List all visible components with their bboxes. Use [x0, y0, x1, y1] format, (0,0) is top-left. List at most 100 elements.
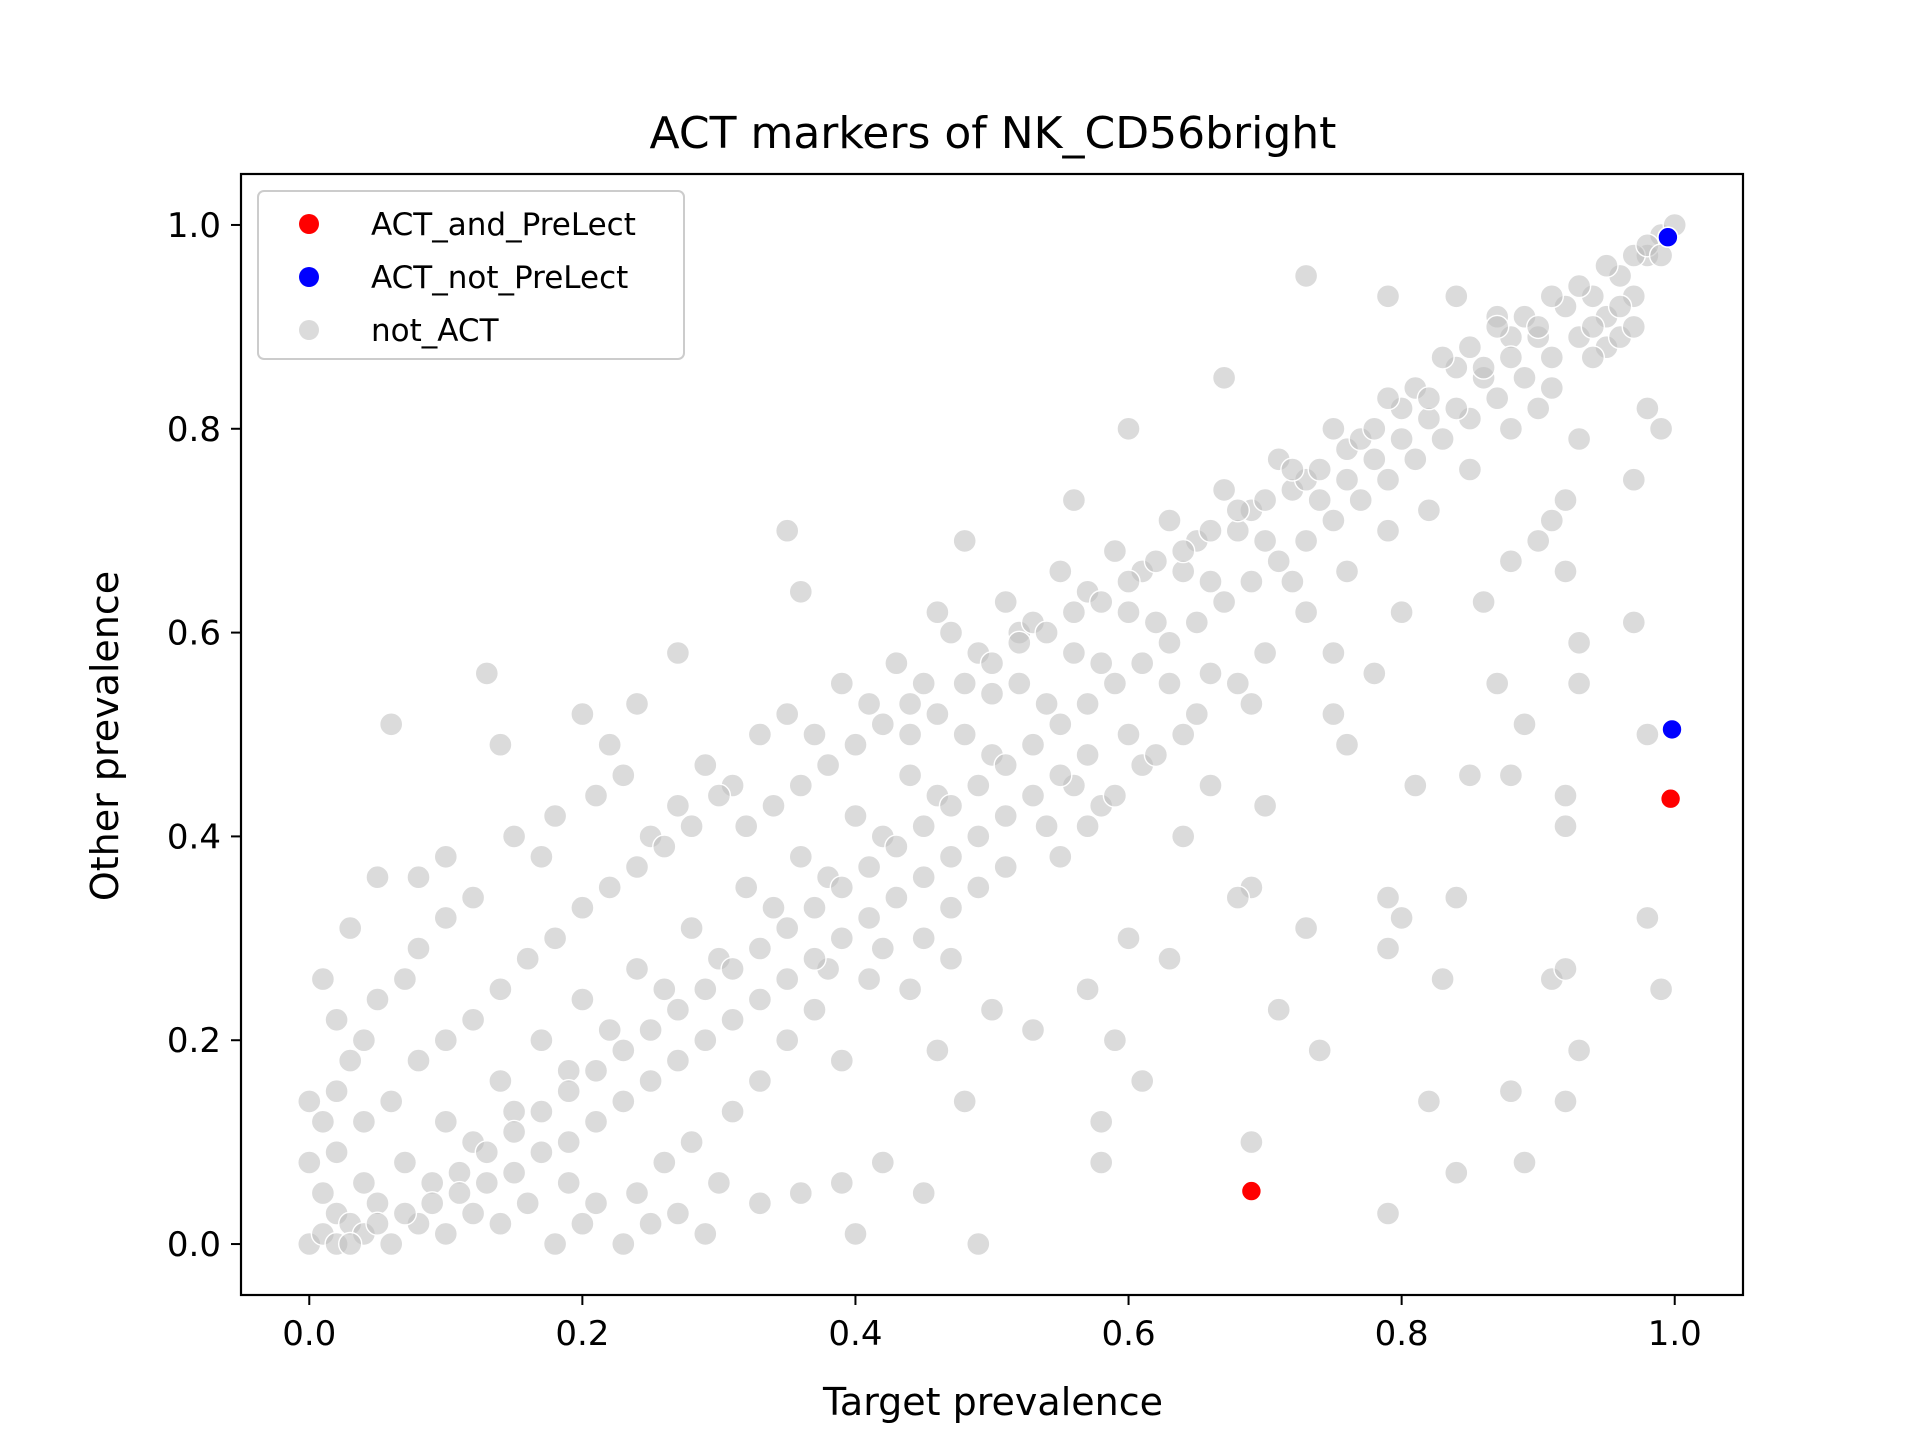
data-point-not_ACT: [501, 1160, 527, 1185]
data-point-not_ACT: [1430, 345, 1455, 370]
data-point-not_ACT: [474, 1140, 499, 1165]
data-point-not_ACT: [1444, 1160, 1469, 1185]
data-point-not_ACT: [351, 1027, 377, 1053]
data-point-not_ACT: [1484, 386, 1510, 411]
data-point-not_ACT: [1280, 569, 1305, 594]
data-point-not_ACT: [1293, 915, 1319, 941]
data-point-not_ACT: [1334, 732, 1360, 757]
data-point-not_ACT: [1539, 508, 1565, 533]
data-point-not_ACT: [952, 1089, 977, 1114]
data-point-not_ACT: [529, 1027, 554, 1053]
data-point-ACT_not_PreLect: [1657, 226, 1679, 248]
data-point-not_ACT: [938, 844, 964, 869]
data-point-not_ACT: [1362, 447, 1387, 472]
data-point-not_ACT: [1566, 671, 1592, 696]
y-axis-label: Other prevalence: [83, 571, 127, 901]
legend-label: ACT_and_PreLect: [371, 207, 636, 243]
data-point-not_ACT: [829, 875, 854, 900]
data-point-not_ACT: [1553, 487, 1578, 513]
y-tick-label: 0.0: [167, 1225, 221, 1265]
data-point-not_ACT: [1512, 1150, 1537, 1175]
data-point-not_ACT: [1321, 701, 1346, 727]
data-point-not_ACT: [775, 966, 800, 992]
data-point-not_ACT: [420, 1170, 445, 1196]
data-point-not_ACT: [611, 1089, 636, 1114]
data-point-not_ACT: [1211, 477, 1237, 503]
data-point-not_ACT: [1553, 783, 1578, 808]
data-point-not_ACT: [1307, 1038, 1332, 1063]
data-point-not_ACT: [474, 1170, 499, 1196]
data-point-not_ACT: [1416, 386, 1442, 411]
data-point-not_ACT: [1635, 905, 1660, 931]
data-point-not_ACT: [542, 803, 568, 829]
data-point-not_ACT: [515, 1191, 540, 1216]
data-point-not_ACT: [611, 1038, 636, 1063]
x-tick-label: 0.8: [1375, 1314, 1429, 1354]
data-point-not_ACT: [379, 712, 404, 737]
plot-points: [297, 212, 1687, 1257]
data-point-not_ACT: [775, 1027, 800, 1053]
data-point-not_ACT: [802, 997, 827, 1022]
data-point-not_ACT: [1457, 457, 1483, 482]
data-point-not_ACT: [1211, 589, 1237, 615]
data-point-not_ACT: [1457, 763, 1483, 788]
data-point-not_ACT: [1157, 946, 1182, 971]
data-point-not_ACT: [542, 926, 568, 951]
data-point-not_ACT: [815, 752, 841, 778]
data-point-ACT_and_PreLect: [1240, 1180, 1263, 1202]
data-point-not_ACT: [829, 1170, 854, 1196]
data-point-not_ACT: [542, 1231, 568, 1257]
data-point-not_ACT: [570, 987, 595, 1012]
data-point-not_ACT: [624, 1180, 650, 1206]
data-point-not_ACT: [802, 946, 827, 971]
data-point-not_ACT: [966, 1231, 991, 1257]
data-point-not_ACT: [1088, 1150, 1114, 1175]
data-point-not_ACT: [1102, 671, 1128, 696]
data-point-not_ACT: [870, 936, 895, 961]
data-point-not_ACT: [310, 966, 336, 992]
data-point-not_ACT: [1061, 640, 1087, 666]
data-point-not_ACT: [556, 1078, 581, 1104]
data-point-not_ACT: [433, 1221, 458, 1247]
data-point-not_ACT: [1539, 375, 1565, 401]
data-point-not_ACT: [583, 1191, 609, 1216]
data-point-not_ACT: [1252, 487, 1278, 513]
data-point-not_ACT: [788, 844, 813, 869]
data-point-not_ACT: [1539, 284, 1565, 309]
data-point-not_ACT: [1075, 742, 1100, 768]
data-point-not_ACT: [938, 793, 964, 818]
data-point-not_ACT: [1566, 426, 1592, 452]
data-point-not_ACT: [706, 1170, 732, 1196]
data-point-not_ACT: [556, 1058, 581, 1084]
data-point-not_ACT: [501, 824, 527, 849]
data-point-not_ACT: [624, 956, 650, 982]
data-point-not_ACT: [788, 1180, 813, 1206]
data-point-not_ACT: [1321, 640, 1346, 666]
data-point-not_ACT: [1211, 365, 1237, 390]
data-point-not_ACT: [365, 1191, 390, 1216]
data-point-not_ACT: [1512, 712, 1537, 737]
data-point-not_ACT: [693, 977, 718, 1002]
data-point-not_ACT: [1184, 610, 1210, 635]
data-point-not_ACT: [1116, 722, 1141, 747]
data-point-not_ACT: [843, 732, 868, 757]
data-point-not_ACT: [1143, 549, 1169, 574]
data-point-not_ACT: [734, 814, 759, 839]
data-point-not_ACT: [1102, 1027, 1128, 1053]
data-point-not_ACT: [652, 1150, 677, 1175]
data-point-not_ACT: [556, 1170, 581, 1196]
data-point-not_ACT: [1048, 559, 1073, 584]
data-point-not_ACT: [310, 1109, 336, 1135]
data-point-not_ACT: [952, 722, 977, 747]
data-point-not_ACT: [1607, 294, 1633, 319]
data-point-not_ACT: [856, 691, 882, 717]
data-point-not_ACT: [911, 865, 936, 890]
data-point-not_ACT: [351, 1170, 377, 1196]
data-point-not_ACT: [324, 1140, 349, 1165]
data-point-not_ACT: [1348, 487, 1373, 513]
data-point-not_ACT: [583, 1058, 609, 1084]
data-point-not_ACT: [1471, 355, 1496, 380]
data-point-not_ACT: [638, 1068, 663, 1094]
data-point-not_ACT: [611, 1231, 636, 1257]
data-point-not_ACT: [1321, 508, 1346, 533]
